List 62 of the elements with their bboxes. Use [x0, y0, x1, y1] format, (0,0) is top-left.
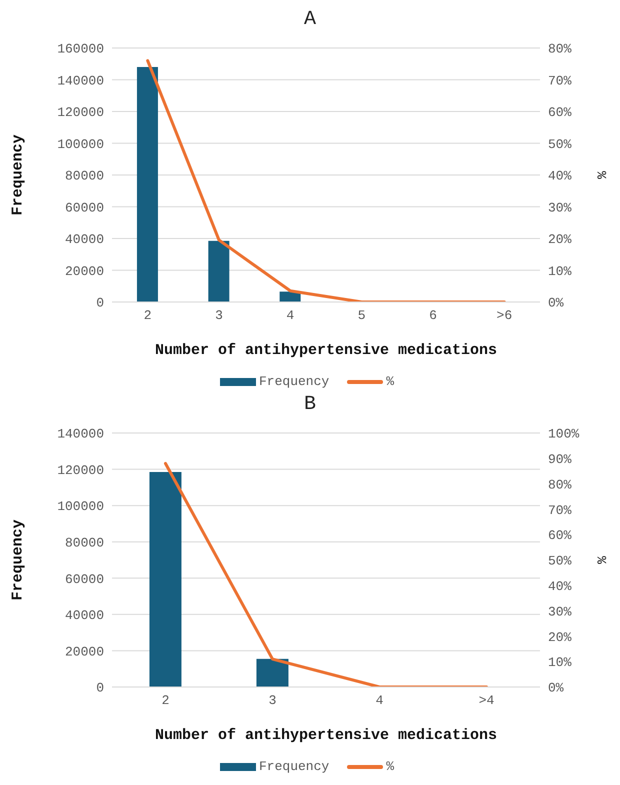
- y-tick-label: 160000: [57, 42, 104, 57]
- y2-tick-label: 40%: [548, 579, 572, 594]
- y-tick-label: 40000: [64, 608, 104, 624]
- y2-axis-title: %: [593, 171, 608, 180]
- y-tick-label: 60000: [64, 200, 104, 216]
- y-tick-label: 80000: [64, 168, 104, 184]
- y-tick-label: 100000: [57, 136, 104, 152]
- legend-label: Frequency: [258, 759, 330, 774]
- line-series: [146, 59, 506, 302]
- y2-axis-title: %: [593, 556, 608, 564]
- y-tick-label: 80000: [64, 535, 104, 550]
- x-tick-label: 2: [162, 693, 170, 708]
- y2-tick-label: 0%: [548, 296, 564, 311]
- legend-label: %: [386, 759, 394, 774]
- y-tick-label: 20000: [64, 644, 104, 660]
- y2-tick-label: 70%: [548, 73, 572, 88]
- bar: [208, 240, 230, 302]
- y2-tick-label: 10%: [548, 655, 572, 670]
- bar: [136, 67, 158, 302]
- x-tick-label: 3: [268, 693, 276, 708]
- x-tick-label: 6: [429, 308, 437, 324]
- y2-tick-label: 60%: [548, 528, 572, 544]
- y2-tick-label: 90%: [548, 452, 572, 468]
- x-tick-label: 2: [144, 308, 152, 324]
- x-tick-label: >4: [478, 693, 494, 708]
- y-tick-label: 0: [96, 680, 104, 696]
- y-axis-title: Frequency: [9, 519, 26, 601]
- y-tick-label: 0: [96, 296, 104, 311]
- legend-label: Frequency: [258, 374, 330, 389]
- y2-tick-label: 20%: [548, 630, 572, 645]
- x-axis-title: Number of antihypertensive medications: [154, 342, 498, 359]
- y-axis-title: Frequency: [9, 134, 26, 216]
- y2-tick-label: 50%: [548, 554, 572, 569]
- x-axis-title: Number of antihypertensive medications: [154, 727, 498, 744]
- y2-tick-label: 70%: [548, 502, 572, 518]
- y2-tick-label: 80%: [548, 42, 572, 57]
- y-tick-label: 20000: [64, 264, 104, 279]
- y-tick-label: 60000: [64, 572, 104, 587]
- y2-tick-label: 60%: [548, 105, 572, 120]
- y-tick-label: 40000: [64, 232, 104, 248]
- chart-title: A: [302, 8, 317, 33]
- y2-tick-label: 10%: [548, 264, 572, 279]
- y-tick-label: 120000: [57, 105, 104, 120]
- y-tick-label: 140000: [57, 426, 104, 442]
- x-tick-label: 5: [358, 308, 366, 324]
- x-tick-label: 4: [376, 693, 384, 708]
- y2-tick-label: 80%: [548, 477, 572, 492]
- x-tick-label: 4: [286, 308, 294, 324]
- y2-tick-label: 30%: [548, 200, 572, 216]
- y2-tick-label: 50%: [548, 136, 572, 152]
- y2-tick-label: 20%: [548, 232, 572, 248]
- chart-title: B: [302, 393, 317, 418]
- y2-tick-label: 40%: [548, 168, 572, 184]
- y-tick-label: 140000: [57, 73, 104, 88]
- y-tick-label: 100000: [57, 499, 104, 514]
- y2-tick-label: 30%: [548, 604, 572, 620]
- x-tick-label: >6: [496, 308, 512, 324]
- y2-tick-label: 0%: [548, 680, 564, 696]
- y2-tick-label: 100%: [548, 426, 580, 442]
- y-tick-label: 120000: [57, 462, 104, 478]
- x-tick-label: 3: [215, 308, 223, 324]
- legend-label: %: [386, 374, 394, 389]
